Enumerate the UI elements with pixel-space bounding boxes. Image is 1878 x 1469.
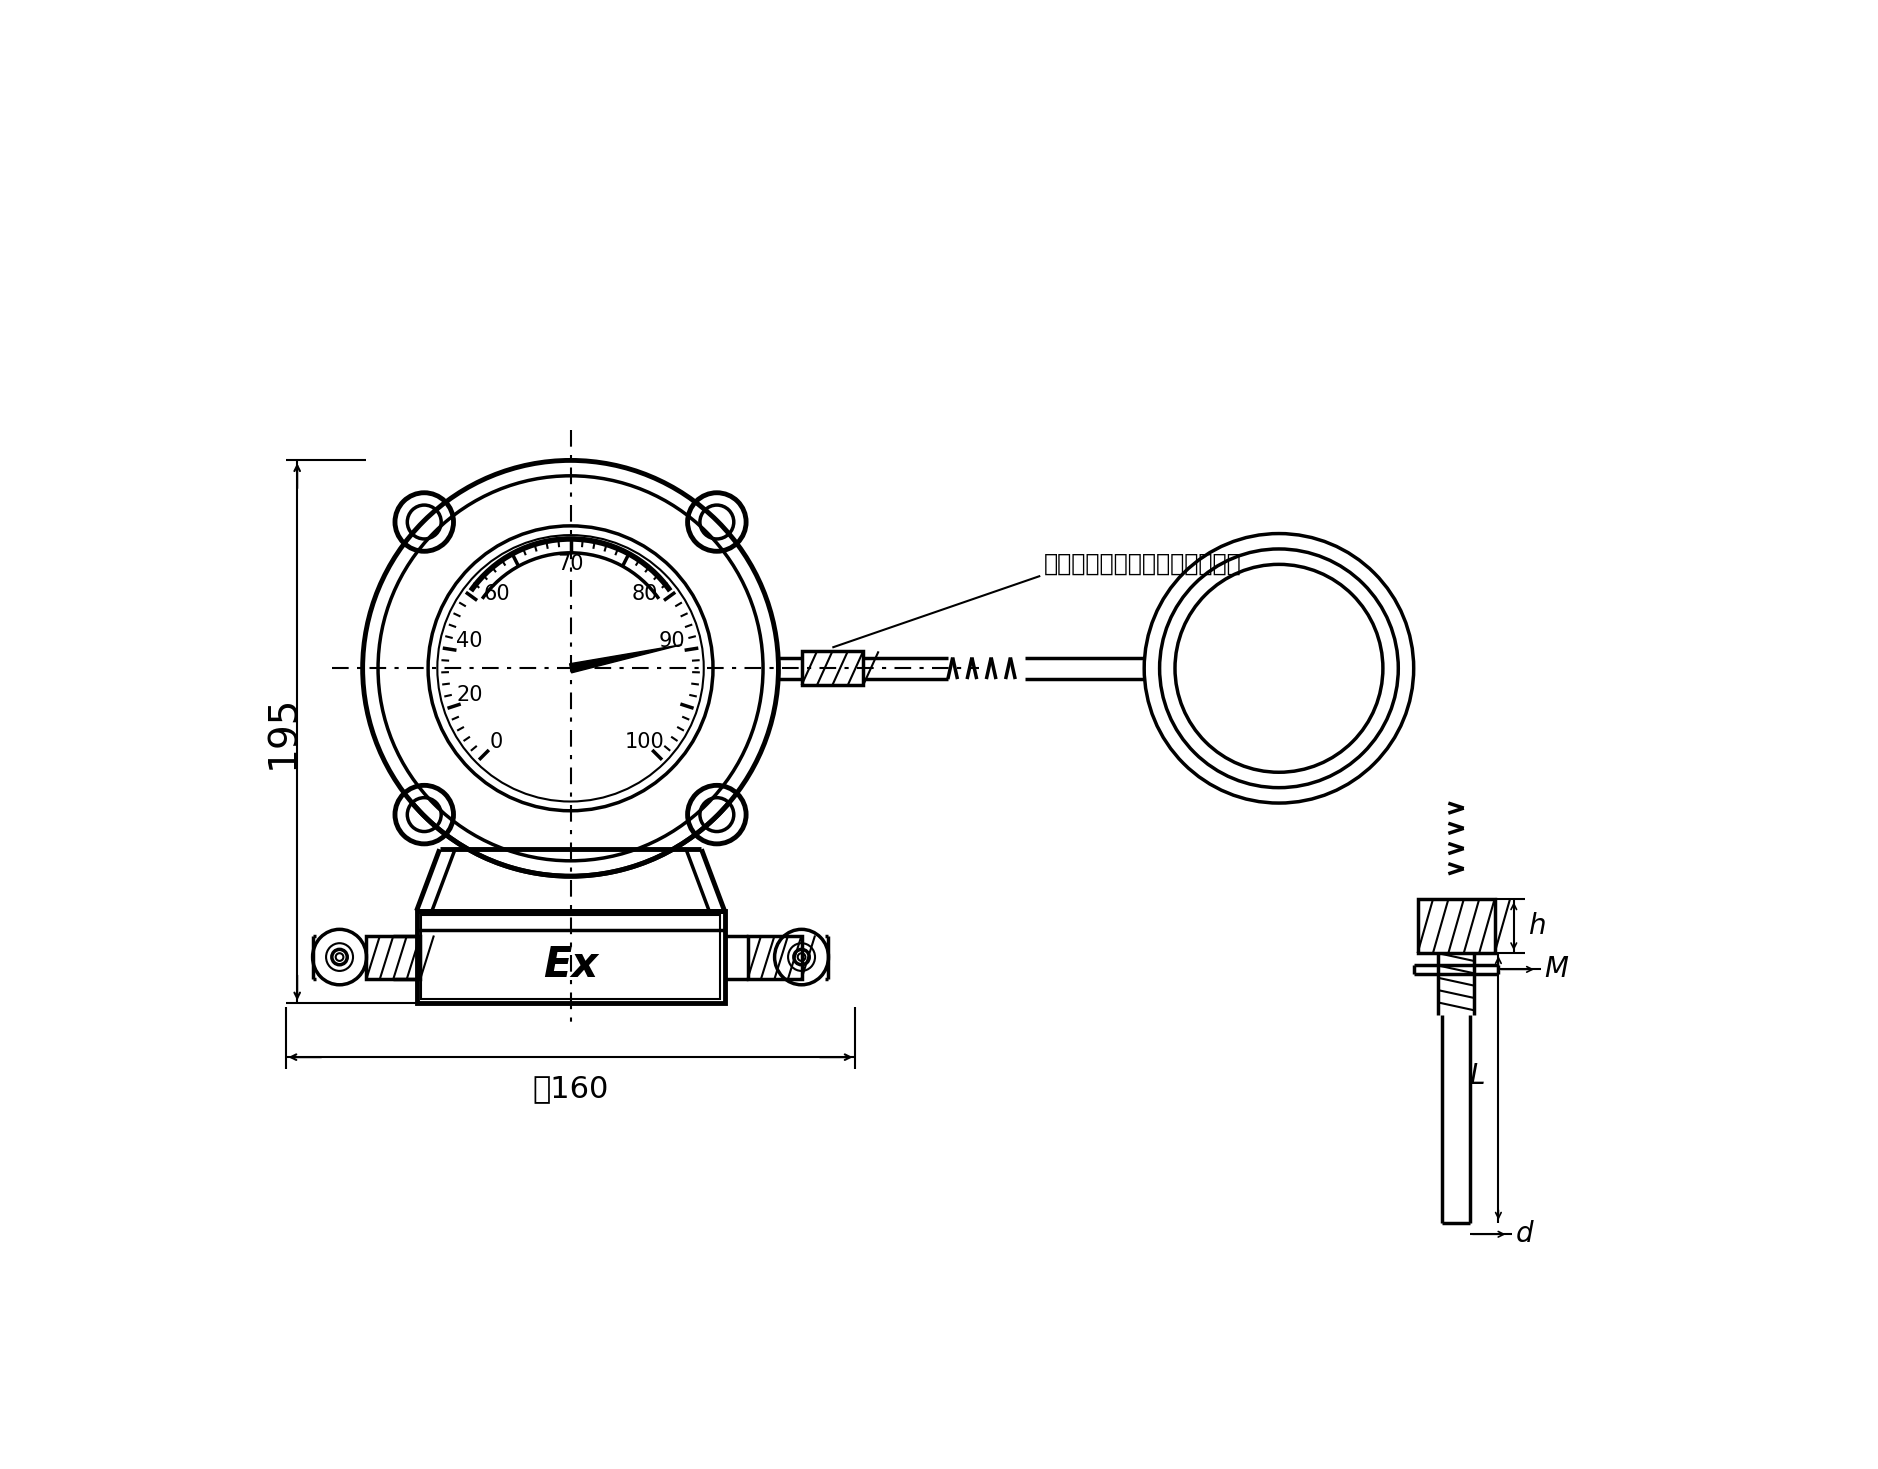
Polygon shape bbox=[569, 645, 682, 673]
Text: 195: 195 bbox=[265, 695, 302, 770]
Text: 40: 40 bbox=[456, 632, 483, 651]
Bar bbox=[1418, 899, 1495, 953]
Bar bbox=[802, 651, 864, 685]
Bar bbox=[747, 936, 802, 978]
Text: L: L bbox=[1469, 1062, 1484, 1090]
Bar bbox=[417, 911, 725, 1003]
Text: M: M bbox=[1544, 955, 1568, 983]
Text: 0: 0 bbox=[490, 733, 503, 752]
Text: 100: 100 bbox=[625, 733, 665, 752]
Text: h: h bbox=[1527, 912, 1546, 940]
Text: d: d bbox=[1516, 1221, 1534, 1249]
Text: 80: 80 bbox=[631, 585, 657, 604]
Text: 20: 20 bbox=[456, 686, 483, 705]
Text: 引线长度（用户根据需要自定）: 引线长度（用户根据需要自定） bbox=[1044, 552, 1241, 576]
Bar bbox=[421, 915, 719, 999]
Text: 60: 60 bbox=[483, 585, 509, 604]
Text: 70: 70 bbox=[558, 554, 584, 573]
Text: Ex: Ex bbox=[543, 943, 599, 986]
Text: 90: 90 bbox=[659, 632, 685, 651]
Text: 约160: 约160 bbox=[531, 1074, 608, 1103]
Bar bbox=[366, 936, 421, 978]
